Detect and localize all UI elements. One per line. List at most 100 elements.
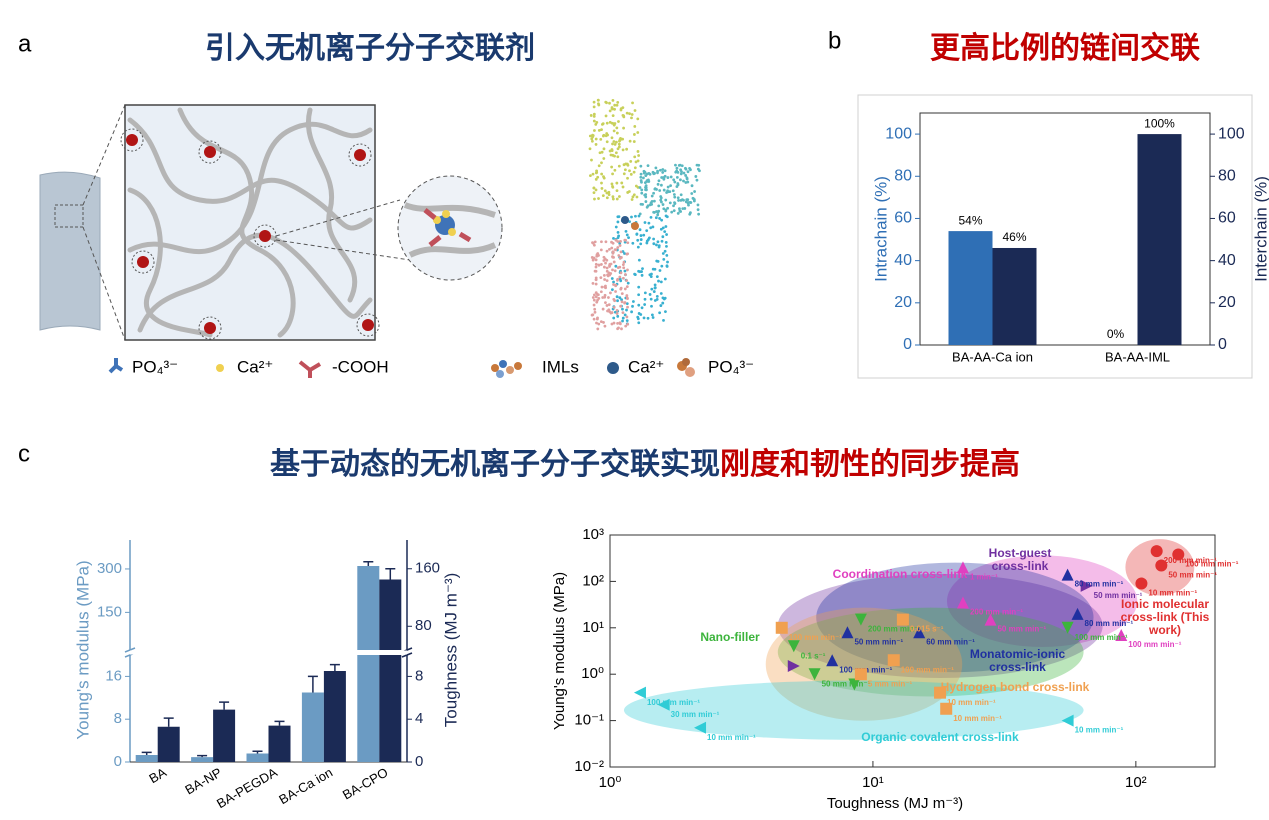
atom	[618, 321, 622, 325]
atom	[591, 281, 595, 285]
error-bar	[274, 720, 285, 726]
point	[854, 668, 867, 681]
atom	[593, 197, 596, 201]
atom	[682, 171, 686, 175]
series-label: Organic covalent cross-link	[861, 730, 1019, 744]
atom	[690, 192, 694, 195]
atom	[613, 248, 617, 252]
atom	[590, 158, 593, 162]
atom	[608, 264, 611, 267]
point-label: 50 mm min⁻¹	[997, 625, 1046, 634]
atom	[612, 260, 616, 264]
point	[848, 678, 861, 691]
atom	[664, 310, 667, 314]
atom	[665, 233, 668, 236]
atom	[594, 258, 598, 262]
atom	[607, 190, 611, 194]
atom	[599, 137, 603, 141]
atom	[656, 213, 660, 217]
atom	[628, 139, 632, 143]
atom	[616, 215, 620, 219]
atom	[621, 311, 625, 315]
atom	[590, 137, 594, 141]
atom	[625, 111, 629, 115]
x-axis-label: Toughness (MJ m⁻³)	[827, 795, 963, 812]
atom	[630, 113, 634, 116]
atom	[612, 129, 616, 133]
atom	[658, 311, 662, 315]
atom	[680, 170, 683, 174]
atom	[590, 313, 594, 317]
panel-frame	[857, 94, 1253, 379]
atom	[618, 296, 622, 300]
atom	[612, 140, 616, 143]
atom	[652, 242, 656, 246]
atom	[659, 292, 663, 295]
atom	[616, 321, 619, 325]
atom	[602, 157, 606, 160]
atom	[605, 266, 609, 270]
atom	[609, 291, 612, 295]
atom	[636, 150, 640, 153]
atom	[632, 170, 636, 174]
legend-icons	[108, 358, 695, 378]
atom	[693, 190, 696, 193]
atom	[618, 265, 622, 269]
ion	[621, 216, 629, 224]
atom	[614, 264, 618, 268]
atom	[666, 260, 669, 264]
point-label: 0.015 s⁻¹	[910, 625, 944, 634]
atom	[662, 188, 666, 192]
panel-title: 基于动态的无机离子分子交联实现刚度和韧性的同步提高	[270, 447, 1020, 481]
atom	[610, 277, 614, 280]
atom	[602, 175, 605, 179]
atom	[616, 220, 620, 224]
atom	[659, 280, 663, 284]
atom	[617, 164, 621, 168]
atom	[612, 280, 615, 284]
y-tick-label: 100	[885, 125, 912, 142]
atom	[679, 172, 683, 176]
atom	[688, 167, 691, 170]
break	[124, 647, 136, 653]
point-label: 60 mm min⁻¹	[926, 637, 975, 646]
bar	[268, 725, 291, 762]
atom	[588, 134, 592, 138]
x-tick-label: 10⁰	[599, 774, 622, 791]
tick-label: 0	[114, 753, 122, 770]
atom	[592, 243, 596, 247]
atom	[657, 209, 661, 213]
x-tick-label: BA	[146, 764, 169, 786]
atom	[653, 299, 657, 302]
point-label: 5 mm min⁻¹	[868, 679, 913, 688]
atom	[686, 170, 690, 174]
atom	[642, 176, 645, 180]
y-tick-label: 40	[894, 252, 912, 269]
atom	[665, 253, 669, 257]
atom	[631, 101, 634, 105]
atom	[615, 295, 619, 299]
atom	[674, 163, 677, 167]
point-label: 30 mm min⁻¹	[671, 710, 720, 719]
atom	[642, 233, 646, 237]
zoom-line	[82, 226, 126, 341]
atom	[615, 197, 619, 201]
atom	[602, 147, 606, 151]
y2-tick-label: 0	[1218, 336, 1227, 353]
atom	[639, 242, 643, 246]
atom	[636, 245, 640, 249]
atom	[682, 198, 685, 202]
x-tick-label: BA-PEGDA	[214, 764, 280, 811]
atom	[600, 161, 603, 165]
atom	[620, 292, 624, 296]
atom	[637, 214, 641, 218]
atom	[659, 196, 663, 200]
atom	[650, 304, 653, 308]
legend-text: -COOH	[332, 357, 389, 376]
error-bar	[197, 754, 208, 758]
atom	[641, 202, 644, 206]
atom	[590, 139, 594, 143]
atom	[651, 267, 655, 271]
region	[765, 607, 963, 721]
atom	[640, 273, 644, 277]
